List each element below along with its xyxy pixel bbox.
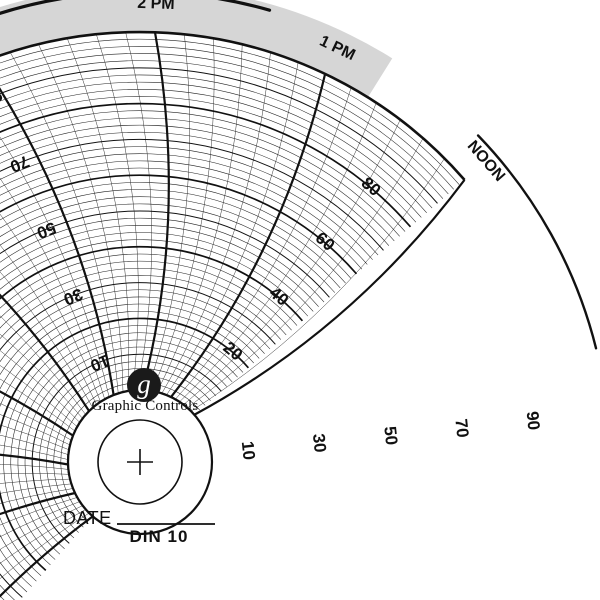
svg-text:10: 10 [238, 440, 259, 461]
svg-text:90: 90 [523, 410, 544, 431]
svg-text:90: 90 [0, 85, 5, 110]
svg-text:g: g [137, 369, 151, 399]
outer-gray-band [0, 0, 393, 98]
svg-text:2 PM: 2 PM [137, 0, 175, 13]
svg-text:70: 70 [451, 418, 472, 439]
hour-radial-lines [0, 32, 466, 598]
date-label: DATE [63, 508, 112, 528]
minor-radial-gridlines [0, 32, 445, 580]
svg-text:50: 50 [380, 425, 401, 446]
svg-text:30: 30 [309, 433, 330, 454]
graphic-controls-logo-icon: g [127, 368, 161, 402]
part-number-label: DIN 10 [129, 527, 189, 546]
center-crosshair [97, 419, 183, 505]
brand-name: Graphic Controls [91, 398, 199, 414]
